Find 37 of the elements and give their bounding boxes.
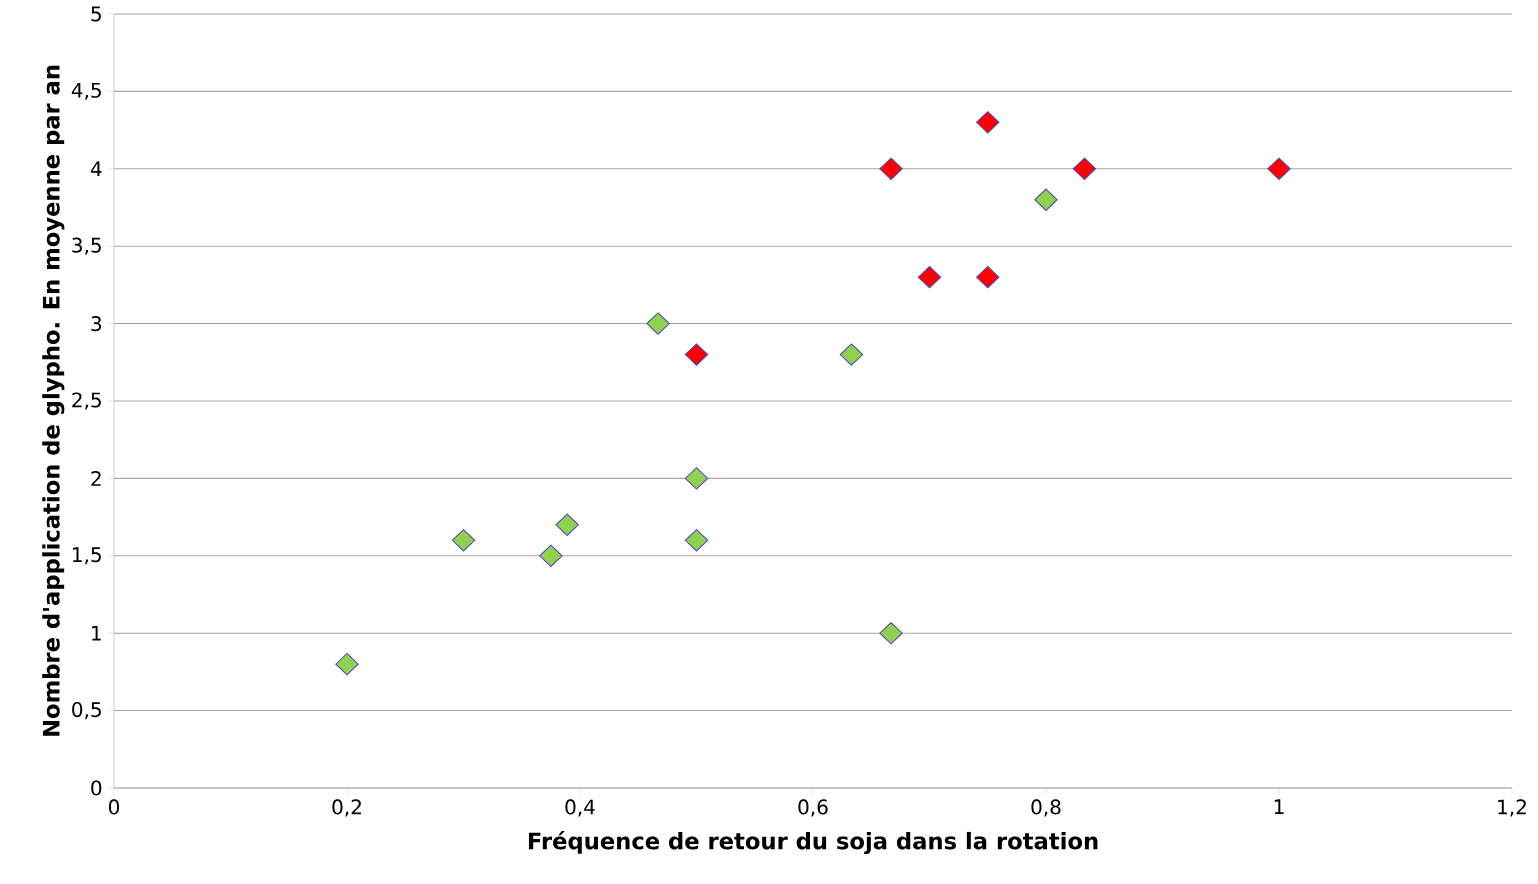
- point: [684, 343, 709, 366]
- x-axis-title: Fréquence de retour du soja dans la rotation: [528, 831, 1098, 855]
- x-tick-label: 1: [1274, 799, 1284, 814]
- y-tick-label: 4: [90, 161, 102, 177]
- x-tick-label: 0: [108, 799, 120, 815]
- point: [917, 265, 942, 289]
- y-tick-label: 1: [92, 625, 101, 641]
- point: [684, 529, 709, 552]
- point: [1072, 157, 1097, 180]
- point: [684, 467, 709, 490]
- point: [839, 343, 864, 366]
- x-tick-label: 0,4: [565, 799, 595, 817]
- point: [879, 157, 903, 180]
- point: [1267, 157, 1291, 180]
- point: [335, 652, 359, 676]
- point: [451, 529, 476, 552]
- y-tick-label: 0,5: [72, 702, 101, 720]
- point: [879, 621, 903, 645]
- x-tick-label: 1,2: [1498, 799, 1526, 817]
- y-tick-label: 1,5: [73, 547, 101, 565]
- point: [539, 544, 563, 567]
- x-tick-label: 0,8: [1031, 799, 1061, 817]
- y-tick-label: 5: [91, 6, 101, 22]
- point: [646, 312, 670, 335]
- x-tick-label: 0,2: [332, 799, 361, 817]
- point: [976, 111, 1000, 134]
- y-tick-label: 3: [91, 316, 102, 332]
- y-tick-label: 2,5: [72, 392, 101, 410]
- point: [1034, 188, 1058, 211]
- point: [976, 265, 1000, 289]
- y-tick-label: 3,5: [72, 237, 101, 255]
- y-tick-label: 2: [91, 470, 101, 486]
- x-tick-label: 0,6: [798, 799, 828, 817]
- y-tick-label: 4,5: [71, 82, 101, 100]
- y-axis-title: Nombre d'application de glypho. En moyenne par an: [42, 65, 65, 736]
- point: [555, 513, 579, 537]
- y-tick-label: 0: [91, 780, 102, 796]
